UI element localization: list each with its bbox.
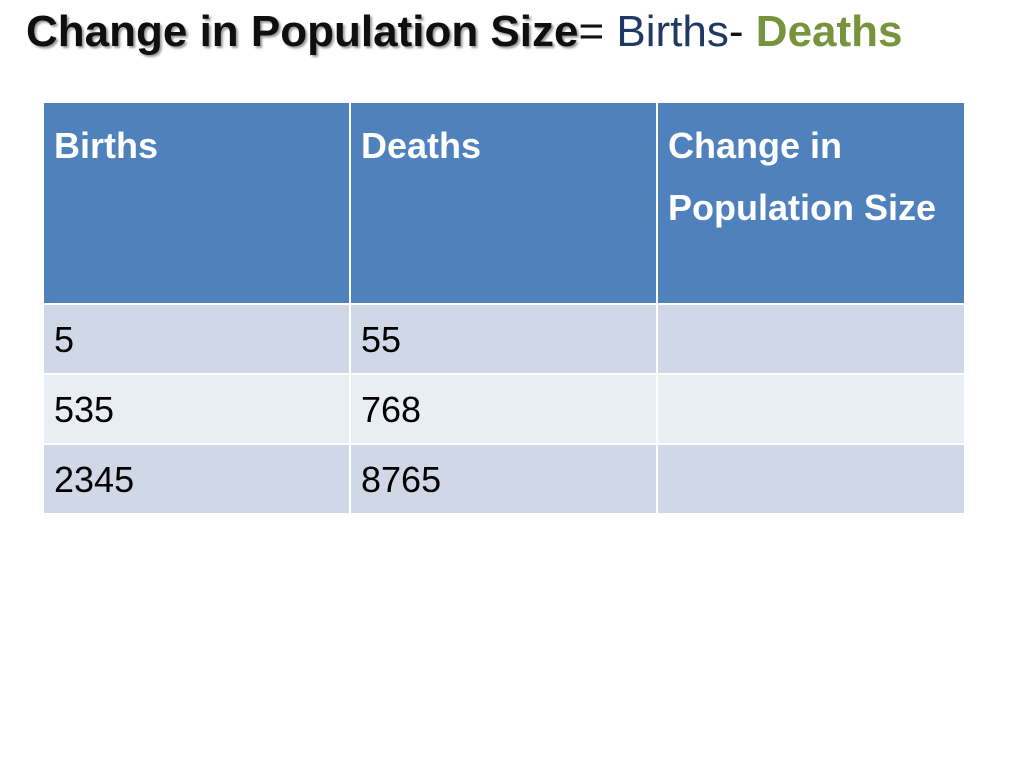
cell-change (656, 373, 966, 445)
title-births: Births (616, 7, 729, 56)
title-deaths: Deaths (755, 7, 903, 56)
cell-change (656, 443, 966, 515)
cell-deaths: 55 (349, 303, 658, 375)
cell-births: 535 (42, 373, 351, 445)
table-row: 535 768 (42, 373, 966, 445)
table-header-row: Births Deaths Change in Population Size (42, 101, 966, 305)
title-equals: = (578, 7, 605, 56)
table-row: 2345 8765 (42, 443, 966, 515)
title-minus: - (728, 7, 744, 56)
cell-births: 2345 (42, 443, 351, 515)
slide-title: Change in Population Size= Births- Death… (26, 2, 1016, 62)
header-change: Change in Population Size (656, 101, 966, 305)
cell-births: 5 (42, 303, 351, 375)
population-table: Births Deaths Change in Population Size … (42, 101, 966, 515)
table-row: 5 55 (42, 303, 966, 375)
cell-change (656, 303, 966, 375)
header-deaths: Deaths (349, 101, 658, 305)
title-lhs: Change in Population Size (26, 7, 579, 56)
cell-deaths: 768 (349, 373, 658, 445)
header-births: Births (42, 101, 351, 305)
cell-deaths: 8765 (349, 443, 658, 515)
